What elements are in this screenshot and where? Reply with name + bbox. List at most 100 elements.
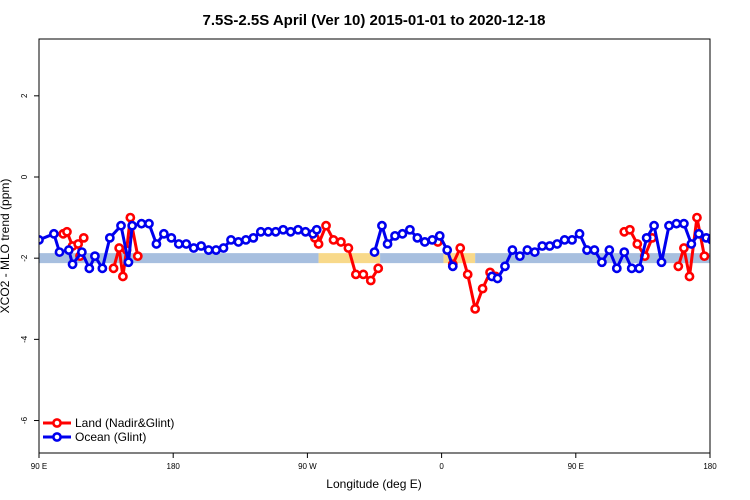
data-point — [73, 239, 84, 249]
data-point — [673, 261, 684, 272]
data-point — [358, 269, 369, 280]
legend-marker — [52, 432, 62, 442]
data-point — [470, 304, 481, 314]
data-point — [377, 220, 387, 231]
data-point — [97, 263, 108, 274]
data-point — [604, 245, 615, 255]
data-point — [336, 237, 346, 247]
data-point — [218, 243, 229, 253]
x-tick-label: 90 W — [298, 462, 317, 471]
data-point — [188, 243, 199, 253]
y-tick-label: 0 — [20, 174, 29, 179]
data-point — [278, 224, 289, 235]
data-point — [78, 232, 89, 243]
data-point — [67, 259, 78, 270]
data-point — [537, 241, 548, 251]
data-point — [285, 226, 296, 237]
x-tick-label: 90 E — [31, 462, 47, 471]
data-point — [679, 218, 689, 229]
data-point — [343, 243, 354, 253]
data-point — [123, 257, 134, 268]
series-land — [58, 212, 710, 314]
data-point — [54, 247, 65, 257]
data-point — [419, 237, 430, 247]
data-point — [477, 283, 488, 294]
data-point — [492, 273, 503, 284]
data-point — [125, 212, 136, 223]
data-point — [686, 239, 697, 249]
data-point — [211, 245, 221, 255]
data-point — [559, 235, 570, 245]
data-point — [427, 235, 438, 245]
data-point — [311, 224, 322, 235]
x-tick-label: 180 — [167, 462, 181, 471]
data-point — [507, 245, 518, 255]
data-point — [293, 224, 303, 235]
data-point — [632, 239, 643, 249]
data-point — [626, 263, 637, 274]
x-tick-label: 0 — [439, 462, 444, 471]
data-point — [328, 235, 339, 245]
data-point — [574, 228, 585, 239]
data-point — [671, 218, 682, 229]
data-point — [514, 251, 525, 262]
data-point — [114, 243, 125, 253]
legend: Land (Nadir&Glint)Ocean (Glint) — [43, 416, 174, 444]
plot-frame — [38, 38, 711, 454]
data-point — [447, 261, 458, 272]
chart-title: 7.5S-2.5S April (Ver 10) 2015-01-01 to 2… — [203, 12, 546, 29]
data-point — [270, 226, 281, 237]
data-point — [589, 245, 600, 255]
legend-label: Ocean (Glint) — [75, 430, 146, 444]
data-point — [233, 237, 244, 247]
data-point — [412, 232, 423, 243]
x-axis-label: Longitude (deg E) — [326, 477, 421, 491]
data-point — [500, 261, 510, 272]
data-point — [350, 269, 361, 280]
data-point — [117, 271, 128, 282]
data-point — [49, 228, 59, 239]
data-point — [634, 263, 645, 274]
data-point — [151, 239, 162, 249]
data-point — [649, 220, 659, 231]
data-point — [692, 212, 702, 223]
data-point — [679, 243, 689, 253]
data-point — [619, 247, 630, 257]
data-point — [127, 220, 138, 231]
data-point — [226, 235, 236, 245]
plot-area — [39, 212, 710, 314]
data-point — [405, 224, 415, 235]
data-point — [144, 218, 154, 229]
series-line — [313, 224, 380, 282]
data-point — [656, 257, 667, 268]
legend-marker — [52, 418, 62, 428]
data-point — [104, 232, 115, 243]
x-axis: 90 E 180 90 W 0 90 E 180 — [31, 453, 717, 471]
data-point — [248, 232, 259, 243]
data-point — [684, 271, 695, 282]
y-tick-label: -4 — [20, 335, 29, 343]
data-point — [442, 245, 453, 255]
data-point — [136, 218, 147, 229]
data-point — [369, 247, 380, 257]
data-point — [693, 228, 704, 239]
data-point — [76, 247, 87, 257]
data-point — [567, 235, 577, 245]
data-point — [596, 257, 607, 268]
data-point — [462, 269, 473, 280]
data-point — [552, 239, 563, 249]
y-tick-label: -2 — [20, 254, 29, 262]
data-point — [455, 243, 466, 253]
data-point — [181, 239, 192, 249]
data-point — [63, 245, 74, 255]
data-point — [434, 230, 445, 241]
series-ocean — [39, 218, 710, 284]
data-point — [582, 245, 592, 255]
data-point — [173, 239, 184, 249]
data-point — [706, 235, 710, 245]
data-point — [255, 226, 266, 237]
data-point — [390, 230, 400, 241]
y-tick-label: -6 — [20, 416, 29, 424]
data-point — [529, 247, 540, 257]
